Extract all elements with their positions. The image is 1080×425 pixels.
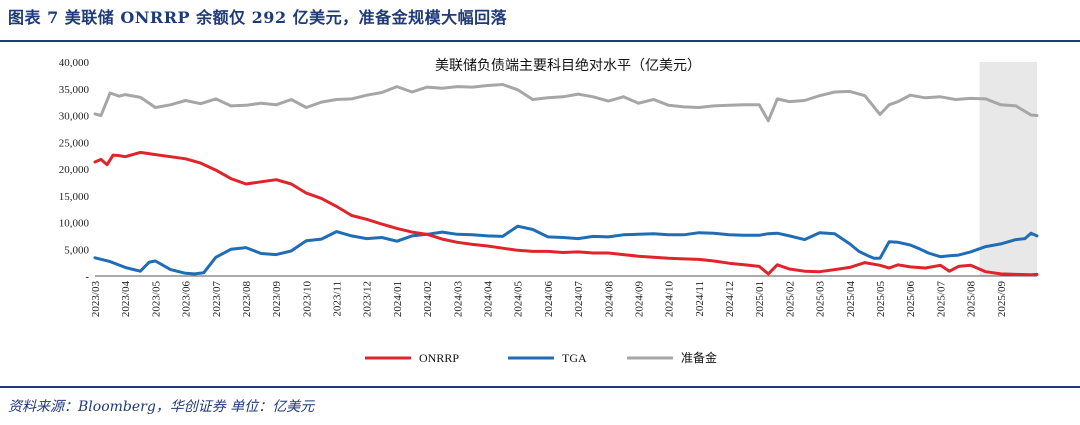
x-tick-label: 2024/08 — [603, 281, 615, 318]
x-tick-label: 2025/05 — [875, 281, 887, 318]
x-tick-label: 2025/08 — [966, 281, 978, 318]
series-line-reserves — [93, 83, 1039, 123]
y-tick-label: 35,000 — [59, 84, 90, 96]
chart-title: 美联储负债端主要科目绝对水平（亿美元） — [435, 58, 701, 74]
top-rule — [0, 40, 1080, 42]
x-tick-label: 2025/09 — [996, 281, 1008, 318]
x-tick-label: 2023/09 — [271, 281, 283, 318]
x-tick-label: 2024/05 — [513, 281, 525, 318]
x-tick-label: 2023/03 — [90, 281, 102, 318]
x-tick-label: 2024/07 — [573, 281, 585, 318]
x-tick-label: 2024/12 — [724, 281, 736, 317]
x-tick-label: 2023/05 — [150, 281, 162, 318]
x-tick-label: 2024/03 — [452, 281, 464, 318]
x-tick-label: 2023/11 — [332, 281, 344, 317]
legend: ONRRP TGA 准备金 — [365, 350, 717, 365]
legend-label: TGA — [562, 351, 587, 365]
source-note: 资料来源：Bloomberg，华创证券 单位：亿美元 — [8, 399, 315, 415]
x-tick-label: 2025/03 — [815, 281, 827, 318]
x-tick-label: 2023/10 — [301, 281, 313, 318]
series-line-tga — [93, 224, 1039, 276]
y-tick-label: 25,000 — [59, 137, 90, 149]
x-tick-label: 2023/04 — [120, 281, 132, 318]
x-tick-label: 2023/07 — [211, 281, 223, 318]
shaded-period — [979, 62, 1037, 276]
figure-title: 图表 7 美联储 ONRRP 余额仅 292 亿美元，准备金规模大幅回落 — [8, 8, 508, 27]
x-tick-label: 2023/08 — [241, 281, 253, 318]
line-chart: - 5,000 10,000 15,000 20,000 25,000 30,000 35,0… — [59, 57, 1039, 365]
legend-label: 准备金 — [681, 350, 717, 365]
x-tick-label: 2024/01 — [392, 281, 404, 317]
x-tick-label: 2024/10 — [664, 281, 676, 318]
x-tick-label: 2024/02 — [422, 281, 434, 317]
y-axis: - 5,000 10,000 15,000 20,000 25,000 30,000 35,0… — [59, 57, 90, 283]
x-tick-label: 2025/01 — [754, 281, 766, 317]
x-tick-label: 2023/12 — [362, 281, 374, 317]
x-tick-label: 2025/06 — [905, 281, 917, 318]
x-tick-label: 2024/09 — [633, 281, 645, 318]
x-tick-label: 2024/06 — [543, 281, 555, 318]
y-tick-label: 30,000 — [59, 111, 90, 123]
x-tick-label: 2025/04 — [845, 281, 857, 318]
bottom-rule — [0, 386, 1080, 388]
series-lines — [93, 83, 1039, 277]
x-axis: 2023/03 2023/04 2023/05 2023/06 2023/07 2023/… — [90, 281, 1008, 318]
x-tick-label: 2025/02 — [784, 281, 796, 317]
series-line-onrrp — [93, 150, 1039, 277]
x-tick-label: 2024/11 — [694, 281, 706, 317]
x-tick-label: 2025/07 — [935, 281, 947, 318]
y-tick-label: 15,000 — [59, 191, 90, 203]
y-tick-label: 10,000 — [59, 218, 90, 230]
x-tick-label: 2023/06 — [181, 281, 193, 318]
legend-label: ONRRP — [419, 351, 459, 365]
y-tick-label: 5,000 — [64, 244, 89, 256]
y-tick-label: - — [85, 271, 89, 283]
y-tick-label: 20,000 — [59, 164, 90, 176]
x-tick-label: 2024/04 — [483, 281, 495, 318]
y-tick-label: 40,000 — [59, 57, 90, 69]
